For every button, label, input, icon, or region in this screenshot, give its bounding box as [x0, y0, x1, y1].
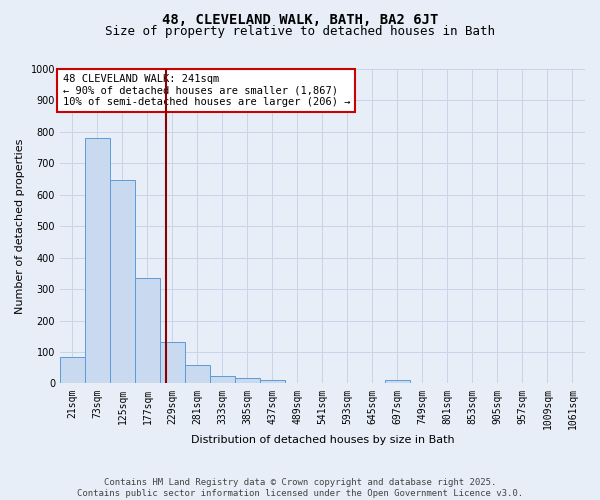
Bar	[385, 380, 410, 384]
Text: 48 CLEVELAND WALK: 241sqm
← 90% of detached houses are smaller (1,867)
10% of se: 48 CLEVELAND WALK: 241sqm ← 90% of detac…	[62, 74, 350, 107]
Bar	[160, 342, 185, 384]
Y-axis label: Number of detached properties: Number of detached properties	[15, 138, 25, 314]
Bar	[235, 378, 260, 384]
Text: Contains HM Land Registry data © Crown copyright and database right 2025.
Contai: Contains HM Land Registry data © Crown c…	[77, 478, 523, 498]
Bar	[260, 380, 285, 384]
Bar	[210, 376, 235, 384]
Bar	[135, 278, 160, 384]
Bar	[185, 364, 210, 384]
Bar	[85, 138, 110, 384]
X-axis label: Distribution of detached houses by size in Bath: Distribution of detached houses by size …	[191, 435, 454, 445]
Bar	[60, 358, 85, 384]
Bar	[110, 180, 135, 384]
Text: Size of property relative to detached houses in Bath: Size of property relative to detached ho…	[105, 25, 495, 38]
Text: 48, CLEVELAND WALK, BATH, BA2 6JT: 48, CLEVELAND WALK, BATH, BA2 6JT	[162, 12, 438, 26]
